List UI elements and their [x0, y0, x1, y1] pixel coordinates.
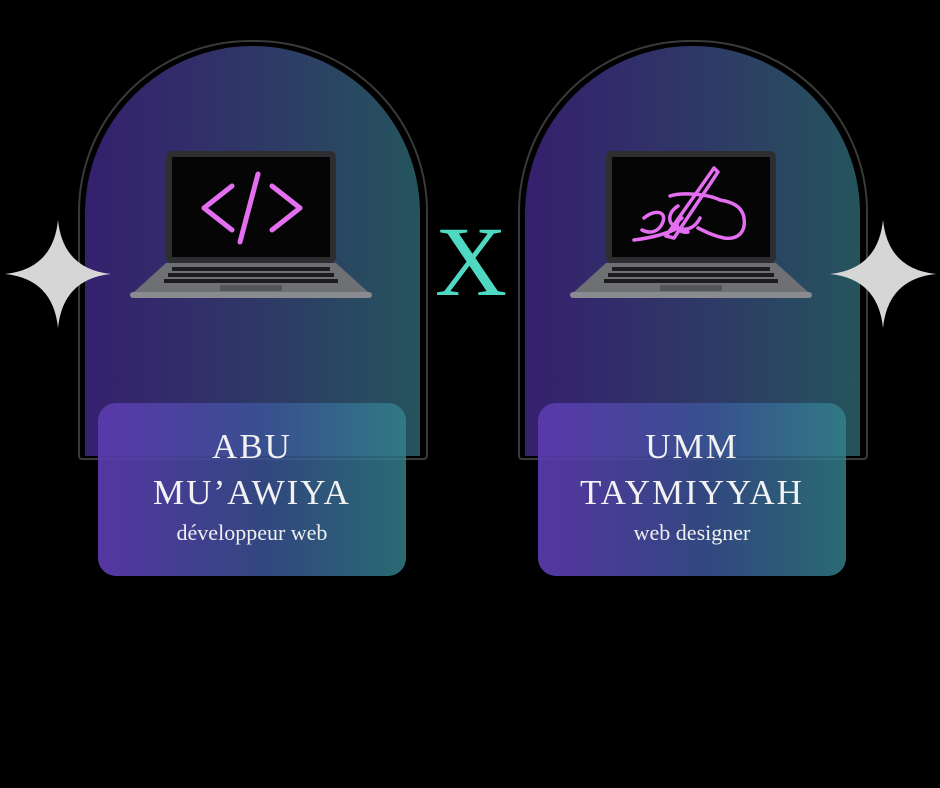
developer-name-line-1: ABU — [212, 427, 292, 466]
designer-role: web designer — [633, 520, 751, 545]
collaboration-x-symbol: X — [434, 206, 508, 317]
developer-role: développeur web — [176, 520, 328, 545]
code-brackets-icon — [201, 171, 303, 245]
designer-name-card: UMM TAYMIYYAH web designer — [538, 403, 846, 576]
hand-writing-icon — [632, 166, 747, 242]
designer-name-line-1: UMM — [645, 427, 739, 466]
laptop-code-icon — [130, 151, 372, 298]
developer-name-line-2: MU’AWIYA — [153, 473, 351, 512]
laptop-design-icon — [570, 151, 812, 298]
designer-name-line-2: TAYMIYYAH — [580, 473, 804, 512]
left-sparkle-icon — [5, 220, 111, 328]
right-sparkle-icon — [830, 220, 936, 328]
developer-name-card: ABU MU’AWIYA développeur web — [98, 403, 406, 576]
